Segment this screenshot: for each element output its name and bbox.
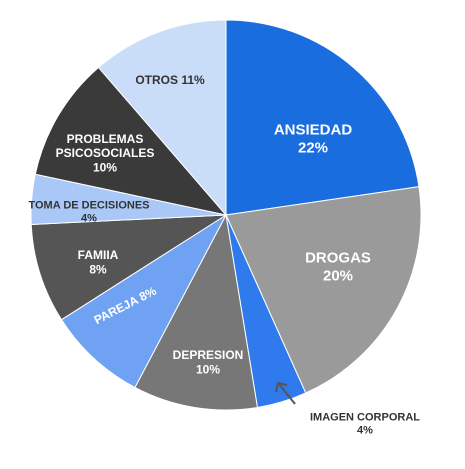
pie-slice-ansiedad [225, 19, 420, 216]
slice-value-famiia: 8% [89, 262, 107, 276]
slice-label-famiia: FAMIIA 8% [78, 248, 119, 276]
pie-slices [30, 19, 422, 411]
slice-label-ansiedad: ANSIEDAD 22% [274, 121, 353, 156]
leader-line-imagen-corporal [278, 383, 296, 405]
slice-name-famiia: FAMIIA [78, 248, 119, 262]
slice-value-ansiedad: 22% [298, 139, 328, 156]
pie-slice-pareja [60, 213, 228, 389]
slice-name-drogas: DROGAS [305, 249, 371, 266]
slice-label-otros: OTROS 11% [135, 73, 205, 87]
slice-name-depresion: DEPRESION [173, 348, 244, 362]
slice-value-otros: 11% [181, 73, 205, 87]
slice-value-problemas-psicosociales: 10% [93, 161, 117, 175]
pie-slice-drogas [225, 186, 422, 394]
slice-name-problemas-psicosociales: PSICOSOCIALES [56, 146, 155, 160]
slice-name-ansiedad: ANSIEDAD [274, 121, 353, 138]
pie-slice-depresion [134, 213, 259, 411]
slice-name-imagen-corporal: IMAGEN CORPORAL [310, 411, 420, 423]
slice-value-drogas: 20% [323, 267, 353, 284]
pie-slice-otros [97, 19, 227, 217]
pie-labels: ANSIEDAD 22%DROGAS 20%IMAGEN CORPORAL 4%DEP… [28, 73, 420, 436]
slice-name-otros: OTROS [135, 73, 181, 87]
slice-value-depresion: 10% [196, 362, 220, 376]
pie-slice-famiia [30, 214, 228, 321]
pie-slice-problemas-psicosociales [34, 66, 228, 216]
slice-name-problemas-psicosociales: PROBLEMAS [67, 132, 144, 146]
slice-value-imagen-corporal: 4% [357, 424, 373, 436]
slice-label-imagen-corporal: IMAGEN CORPORAL 4% [310, 411, 420, 436]
slice-name-toma-de-decisiones: TOMA DE DECISIONES [28, 199, 149, 211]
slice-label-depresion: DEPRESION 10% [173, 348, 244, 376]
slice-value-toma-de-decisiones: 4% [81, 212, 97, 224]
slice-label-toma-de-decisiones: TOMA DE DECISIONES 4% [28, 199, 149, 224]
slice-label-drogas: DROGAS 20% [305, 249, 371, 284]
leader-arrowhead-imagen-corporal [275, 381, 288, 393]
slice-label-problemas-psicosociales: PROBLEMAS PSICOSOCIALES 10% [56, 132, 155, 175]
